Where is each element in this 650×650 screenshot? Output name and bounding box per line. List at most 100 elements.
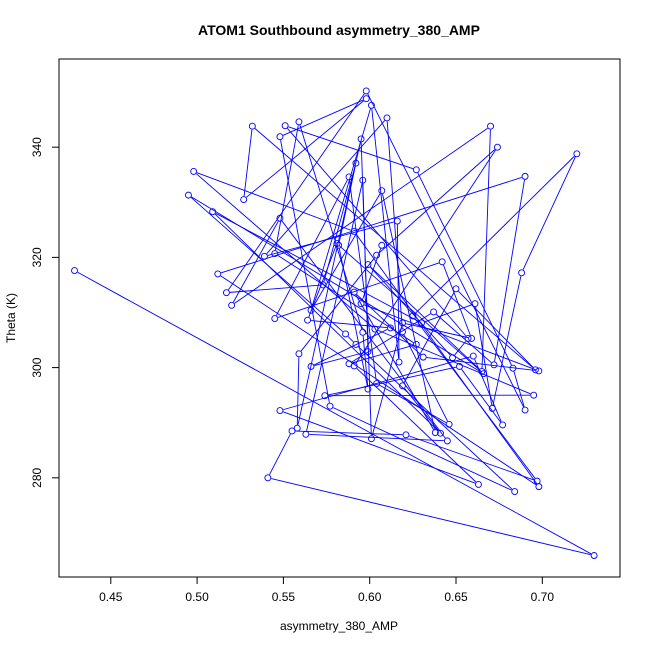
data-point bbox=[295, 350, 303, 358]
series-segment bbox=[196, 172, 352, 231]
data-point bbox=[445, 420, 453, 428]
data-point bbox=[271, 250, 279, 257]
data-point bbox=[412, 341, 420, 348]
series-segment bbox=[443, 264, 471, 336]
series-segment bbox=[386, 121, 403, 329]
series-segment bbox=[349, 180, 377, 381]
data-point bbox=[521, 406, 529, 414]
data-point bbox=[518, 269, 526, 277]
series-segment bbox=[328, 366, 457, 396]
series-segment bbox=[283, 411, 476, 484]
data-point bbox=[71, 267, 78, 275]
series-segment bbox=[347, 336, 354, 343]
series-segment bbox=[352, 344, 414, 364]
series-segment bbox=[288, 126, 414, 170]
series-segment bbox=[314, 352, 365, 367]
data-point bbox=[222, 289, 230, 297]
data-point bbox=[573, 150, 581, 158]
data-point bbox=[511, 488, 519, 496]
data-point bbox=[214, 270, 222, 278]
series-segment bbox=[494, 179, 525, 362]
data-point bbox=[469, 352, 477, 360]
data-point bbox=[350, 288, 358, 296]
series-segment bbox=[332, 407, 512, 491]
data-point bbox=[352, 159, 360, 167]
data-point bbox=[362, 87, 370, 95]
series-segment bbox=[277, 262, 440, 318]
series-segment bbox=[403, 291, 455, 383]
series-segment bbox=[361, 248, 382, 301]
data-point bbox=[373, 251, 381, 259]
data-point bbox=[260, 252, 268, 260]
series-segment bbox=[77, 271, 592, 555]
series-segment bbox=[191, 196, 481, 373]
series-segment bbox=[458, 290, 534, 368]
series-segment bbox=[371, 108, 400, 359]
x-axis: 0.45 0.50 0.55 0.60 0.65 0.70 bbox=[99, 577, 554, 604]
series-segment bbox=[474, 359, 502, 422]
data-point bbox=[350, 362, 358, 370]
y-tick-label: 320 bbox=[30, 247, 44, 267]
series-segment bbox=[297, 142, 361, 425]
plot-frame bbox=[58, 58, 621, 578]
data-point bbox=[240, 196, 248, 203]
data-point bbox=[352, 341, 360, 348]
data-point bbox=[475, 480, 482, 488]
data-point bbox=[383, 114, 391, 122]
data-point bbox=[264, 474, 272, 482]
series-segment bbox=[195, 173, 373, 328]
data-point bbox=[367, 435, 375, 443]
series-segment bbox=[267, 221, 395, 256]
data-point bbox=[530, 391, 538, 399]
data-point bbox=[345, 173, 353, 181]
data-point bbox=[402, 431, 410, 439]
data-point bbox=[471, 300, 479, 308]
series-segment bbox=[356, 368, 477, 483]
x-tick-label: 0.55 bbox=[272, 590, 296, 604]
series-segment bbox=[295, 430, 403, 436]
data-point bbox=[437, 429, 444, 437]
data-point bbox=[276, 407, 284, 415]
data-point bbox=[493, 143, 501, 151]
data-point bbox=[304, 316, 312, 324]
data-point bbox=[443, 437, 451, 445]
series-segment bbox=[415, 155, 575, 314]
series-segment bbox=[228, 93, 365, 291]
data-point bbox=[521, 172, 529, 180]
data-point bbox=[399, 328, 406, 336]
series-segment bbox=[312, 193, 381, 308]
y-tick-label: 280 bbox=[30, 467, 44, 487]
series-segment bbox=[296, 357, 300, 425]
data-point bbox=[499, 421, 507, 429]
series-segment bbox=[313, 329, 388, 366]
data-point bbox=[468, 334, 476, 342]
x-tick-label: 0.70 bbox=[531, 590, 555, 604]
series-segment bbox=[461, 369, 501, 423]
data-point bbox=[464, 334, 472, 342]
data-point bbox=[248, 122, 256, 130]
data-point bbox=[307, 306, 315, 314]
series-segment bbox=[234, 127, 488, 304]
series-segment bbox=[299, 125, 363, 330]
series-segment bbox=[287, 128, 467, 337]
data-point bbox=[281, 122, 289, 130]
data-point bbox=[288, 427, 296, 435]
data-point bbox=[535, 483, 543, 491]
data-point bbox=[319, 281, 327, 289]
data-point bbox=[452, 285, 460, 293]
series-segment bbox=[355, 294, 434, 430]
series-segment bbox=[370, 266, 480, 370]
series-segment bbox=[382, 194, 435, 430]
x-tick-label: 0.45 bbox=[99, 590, 123, 604]
data-point bbox=[276, 133, 284, 141]
series-segment bbox=[356, 294, 421, 356]
data-point bbox=[185, 191, 192, 199]
data-point bbox=[418, 319, 425, 327]
series-segment bbox=[220, 275, 537, 486]
x-axis-label: asymmetry_380_AMP bbox=[280, 619, 398, 633]
series-segment bbox=[306, 183, 363, 431]
data-point bbox=[359, 176, 367, 184]
y-axis-label: Theta (K) bbox=[4, 293, 18, 343]
data-point bbox=[386, 324, 394, 332]
